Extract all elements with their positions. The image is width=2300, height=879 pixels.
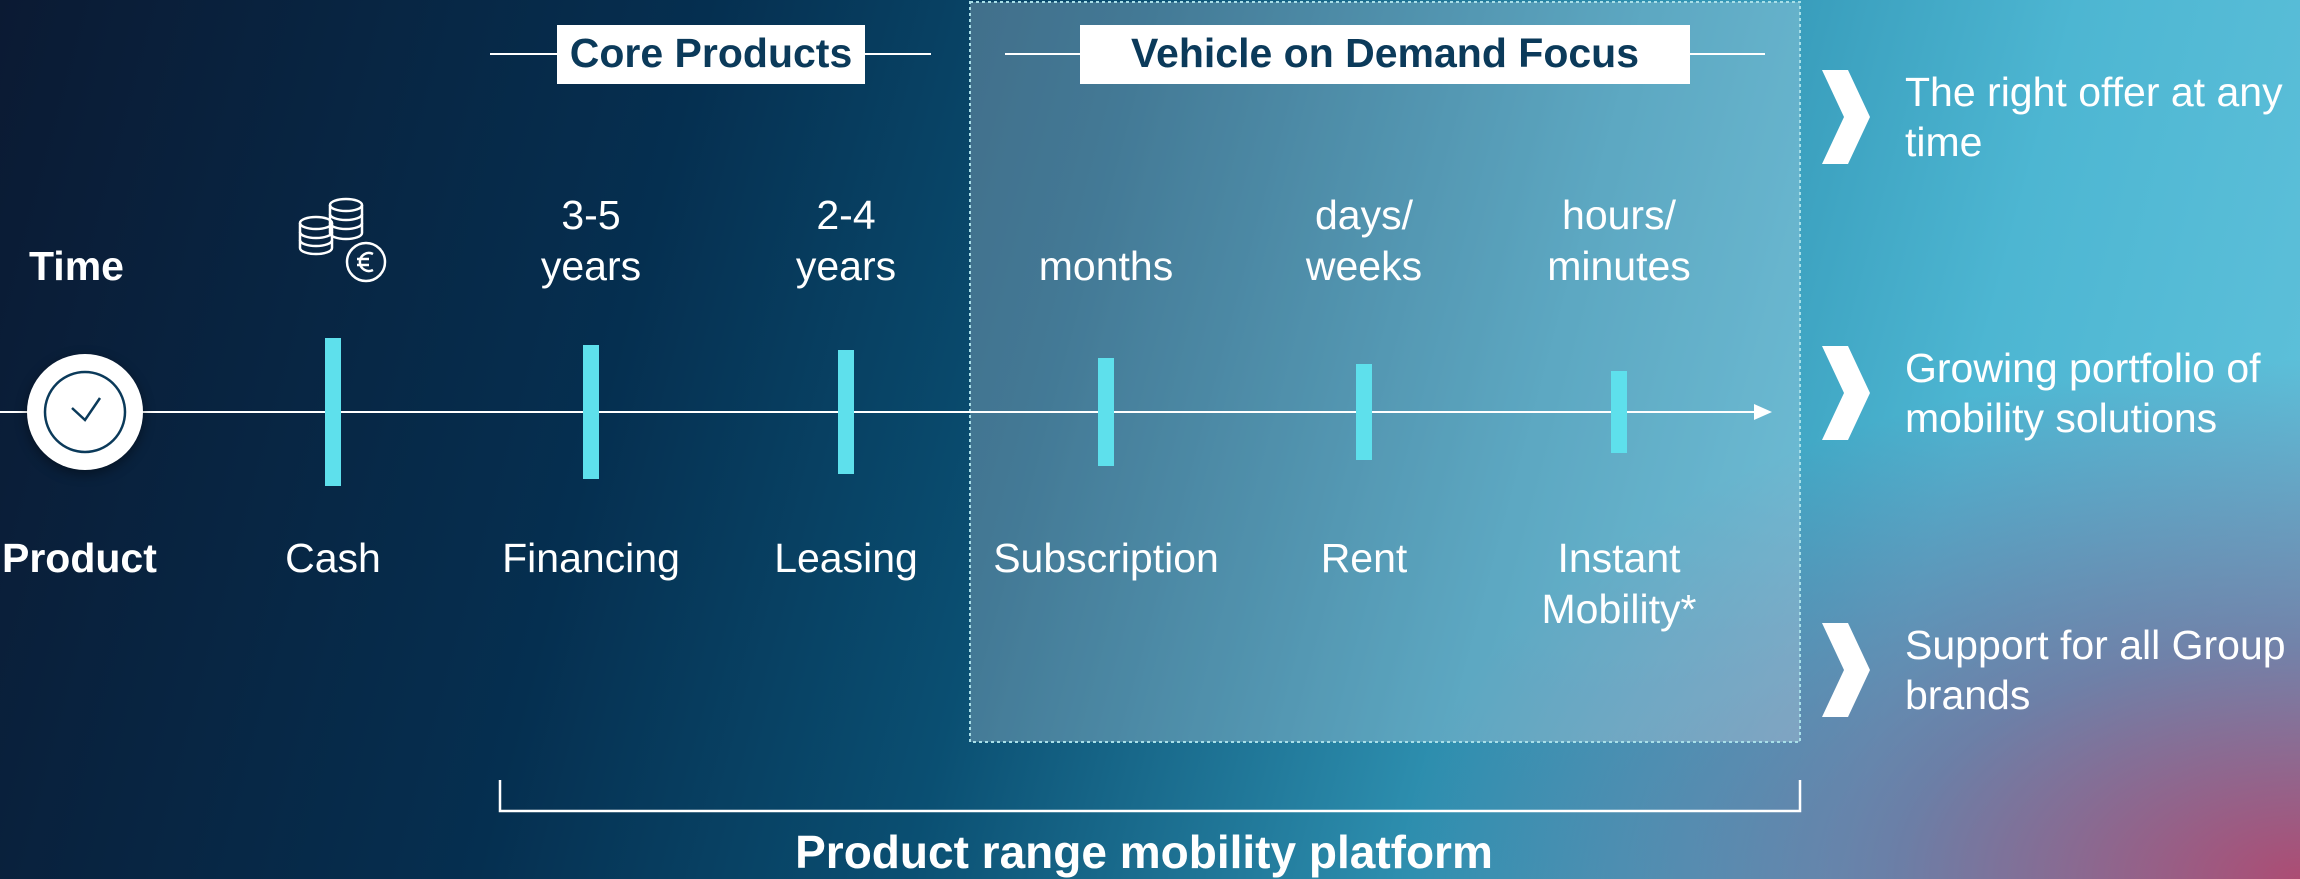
vod-box	[1080, 25, 1690, 84]
tick-bar	[325, 338, 341, 486]
product-name: Subscription	[993, 535, 1219, 581]
chevron	[1822, 70, 1870, 164]
benefit-text: time	[1905, 119, 1982, 165]
time-label: weeks	[1305, 243, 1422, 289]
time-label: years	[541, 243, 641, 289]
product-name: Leasing	[774, 535, 918, 581]
timeline-arrow	[1754, 404, 1772, 420]
vod-title: Vehicle on Demand Focus	[1131, 30, 1639, 76]
time-label: months	[1039, 243, 1173, 289]
time-label: hours/	[1562, 192, 1677, 238]
product-name: Financing	[502, 535, 680, 581]
benefit-text: The right offer at any	[1905, 69, 2283, 115]
platform-label: Product range mobility platform	[795, 826, 1493, 878]
time-label: years	[796, 243, 896, 289]
core-box	[557, 25, 865, 84]
tick-bar	[1611, 371, 1627, 453]
benefit-text: brands	[1905, 672, 2030, 718]
platform-bracket	[498, 780, 1802, 813]
chevron	[1822, 623, 1870, 717]
benefit-text: Growing portfolio of	[1905, 345, 2261, 391]
core-title: Core Products	[570, 30, 853, 76]
chevron	[1822, 346, 1870, 440]
time-label: 3-5	[561, 192, 620, 238]
benefit-text: mobility solutions	[1905, 395, 2217, 441]
tick-bar	[1356, 364, 1372, 460]
coins-icon	[298, 197, 387, 283]
time-label: Time	[29, 243, 124, 289]
product-name: Instant	[1557, 535, 1681, 581]
tick-bar	[838, 350, 854, 474]
time-label: days/	[1315, 192, 1414, 238]
time-label: minutes	[1547, 243, 1691, 289]
tick-bar	[583, 345, 599, 479]
product-label: Product	[2, 535, 157, 581]
product-name: Cash	[285, 535, 381, 581]
product-name: Rent	[1321, 535, 1408, 581]
benefit-text: Support for all Group	[1905, 622, 2286, 668]
clock-icon	[27, 354, 143, 470]
tick-bar	[1098, 358, 1114, 466]
time-label: 2-4	[816, 192, 875, 238]
product-name: Mobility*	[1542, 586, 1697, 632]
